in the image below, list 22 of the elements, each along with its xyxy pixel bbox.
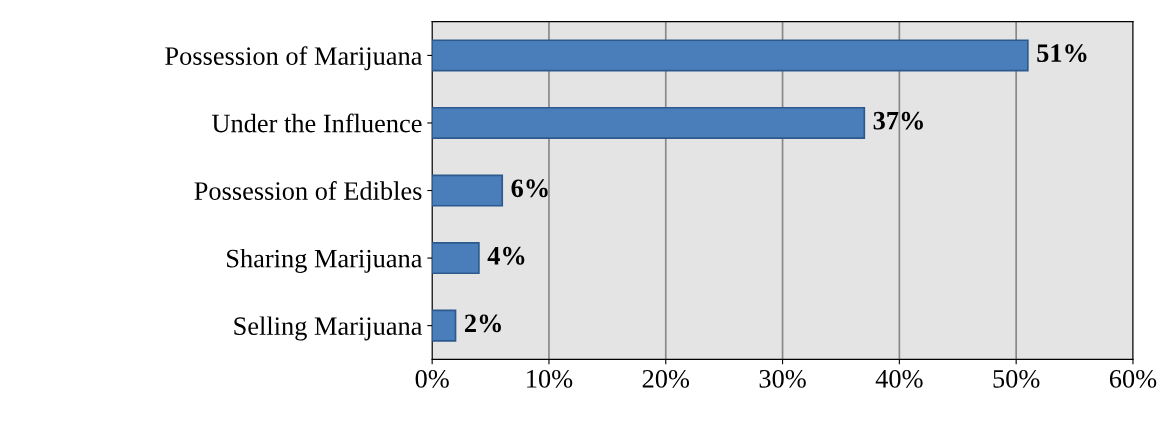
data-label: 51%	[1037, 44, 1087, 63]
bar	[432, 309, 457, 342]
bar	[432, 39, 1029, 72]
bar	[432, 106, 866, 140]
x-tick-label: 20%	[642, 369, 690, 388]
data-label: 6%	[511, 179, 548, 198]
data-label: 37%	[873, 111, 923, 130]
y-tick-label: Possession of Marijuana	[165, 46, 423, 71]
y-tick-label: Under the Influence	[211, 113, 422, 133]
y-tick-label: Selling Marijuana	[234, 316, 423, 341]
bar	[432, 174, 504, 207]
y-tick-label: Sharing Marijuana	[227, 248, 423, 273]
y-tick-label: Possession of Edibles	[194, 181, 422, 200]
bar	[432, 242, 480, 275]
x-tick-label: 50%	[993, 369, 1040, 388]
x-tick-label: 30%	[759, 369, 806, 388]
data-label: 2%	[464, 314, 501, 333]
x-tick-label: 60%	[1109, 369, 1157, 388]
x-tick-label: 10%	[527, 369, 573, 388]
x-tick-label: 0%	[415, 369, 449, 388]
data-label: 4%	[487, 246, 525, 265]
x-tick-label: 40%	[875, 369, 923, 388]
